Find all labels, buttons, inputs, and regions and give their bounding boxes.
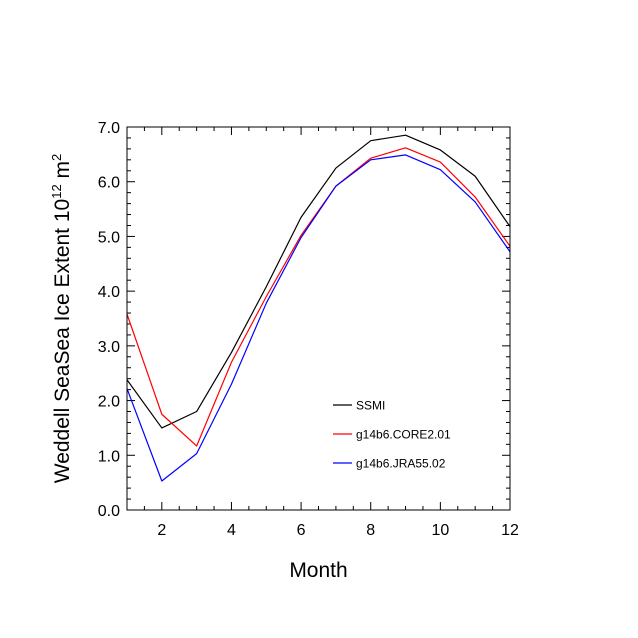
series-lines	[126, 134, 511, 482]
series-line-ssmi	[126, 134, 511, 429]
y-tick-label: 0.0	[98, 503, 120, 520]
y-axis-title-unit-exponent: 2	[49, 154, 64, 161]
y-tick-label: 6.0	[98, 175, 120, 192]
y-axis-title: Weddell SeaSea Ice Extent 1012 m2	[49, 154, 74, 484]
y-axis-title-main: Weddell SeaSea Ice Extent 10	[51, 199, 74, 483]
plot-frame	[126, 126, 511, 511]
legend-label: SSMI	[356, 399, 385, 413]
y-axis-title-unit: m	[51, 161, 74, 184]
y-tick-label: 3.0	[98, 339, 120, 356]
tick-marks	[126, 126, 511, 511]
series-line-g14b6-jra55-02	[126, 154, 511, 482]
tick-labels: 2 4 6 8 10 12 0.0 1.0 2.0 3.0 4.0 5.0 6.0 7.0	[98, 120, 519, 539]
y-tick-label: 4.0	[98, 284, 120, 301]
x-tick-label: 6	[297, 522, 306, 539]
x-tick-label: 4	[227, 522, 236, 539]
x-tick-label: 10	[431, 522, 449, 539]
y-tick-label: 7.0	[98, 120, 120, 137]
legend: SSMI g14b6.CORE2.01 g14b6.JRA55.02	[333, 399, 451, 471]
y-tick-label: 2.0	[98, 394, 120, 411]
legend-label: g14b6.JRA55.02	[356, 457, 446, 471]
x-tick-label: 8	[366, 522, 375, 539]
series-line-g14b6-core2-01	[126, 147, 511, 447]
y-tick-label: 1.0	[98, 448, 120, 465]
x-tick-label: 2	[157, 522, 166, 539]
legend-label: g14b6.CORE2.01	[356, 428, 451, 442]
x-axis-title: Month	[289, 559, 347, 582]
y-axis-title-exponent: 12	[49, 184, 64, 198]
x-tick-label: 12	[501, 522, 519, 539]
y-tick-label: 5.0	[98, 229, 120, 246]
